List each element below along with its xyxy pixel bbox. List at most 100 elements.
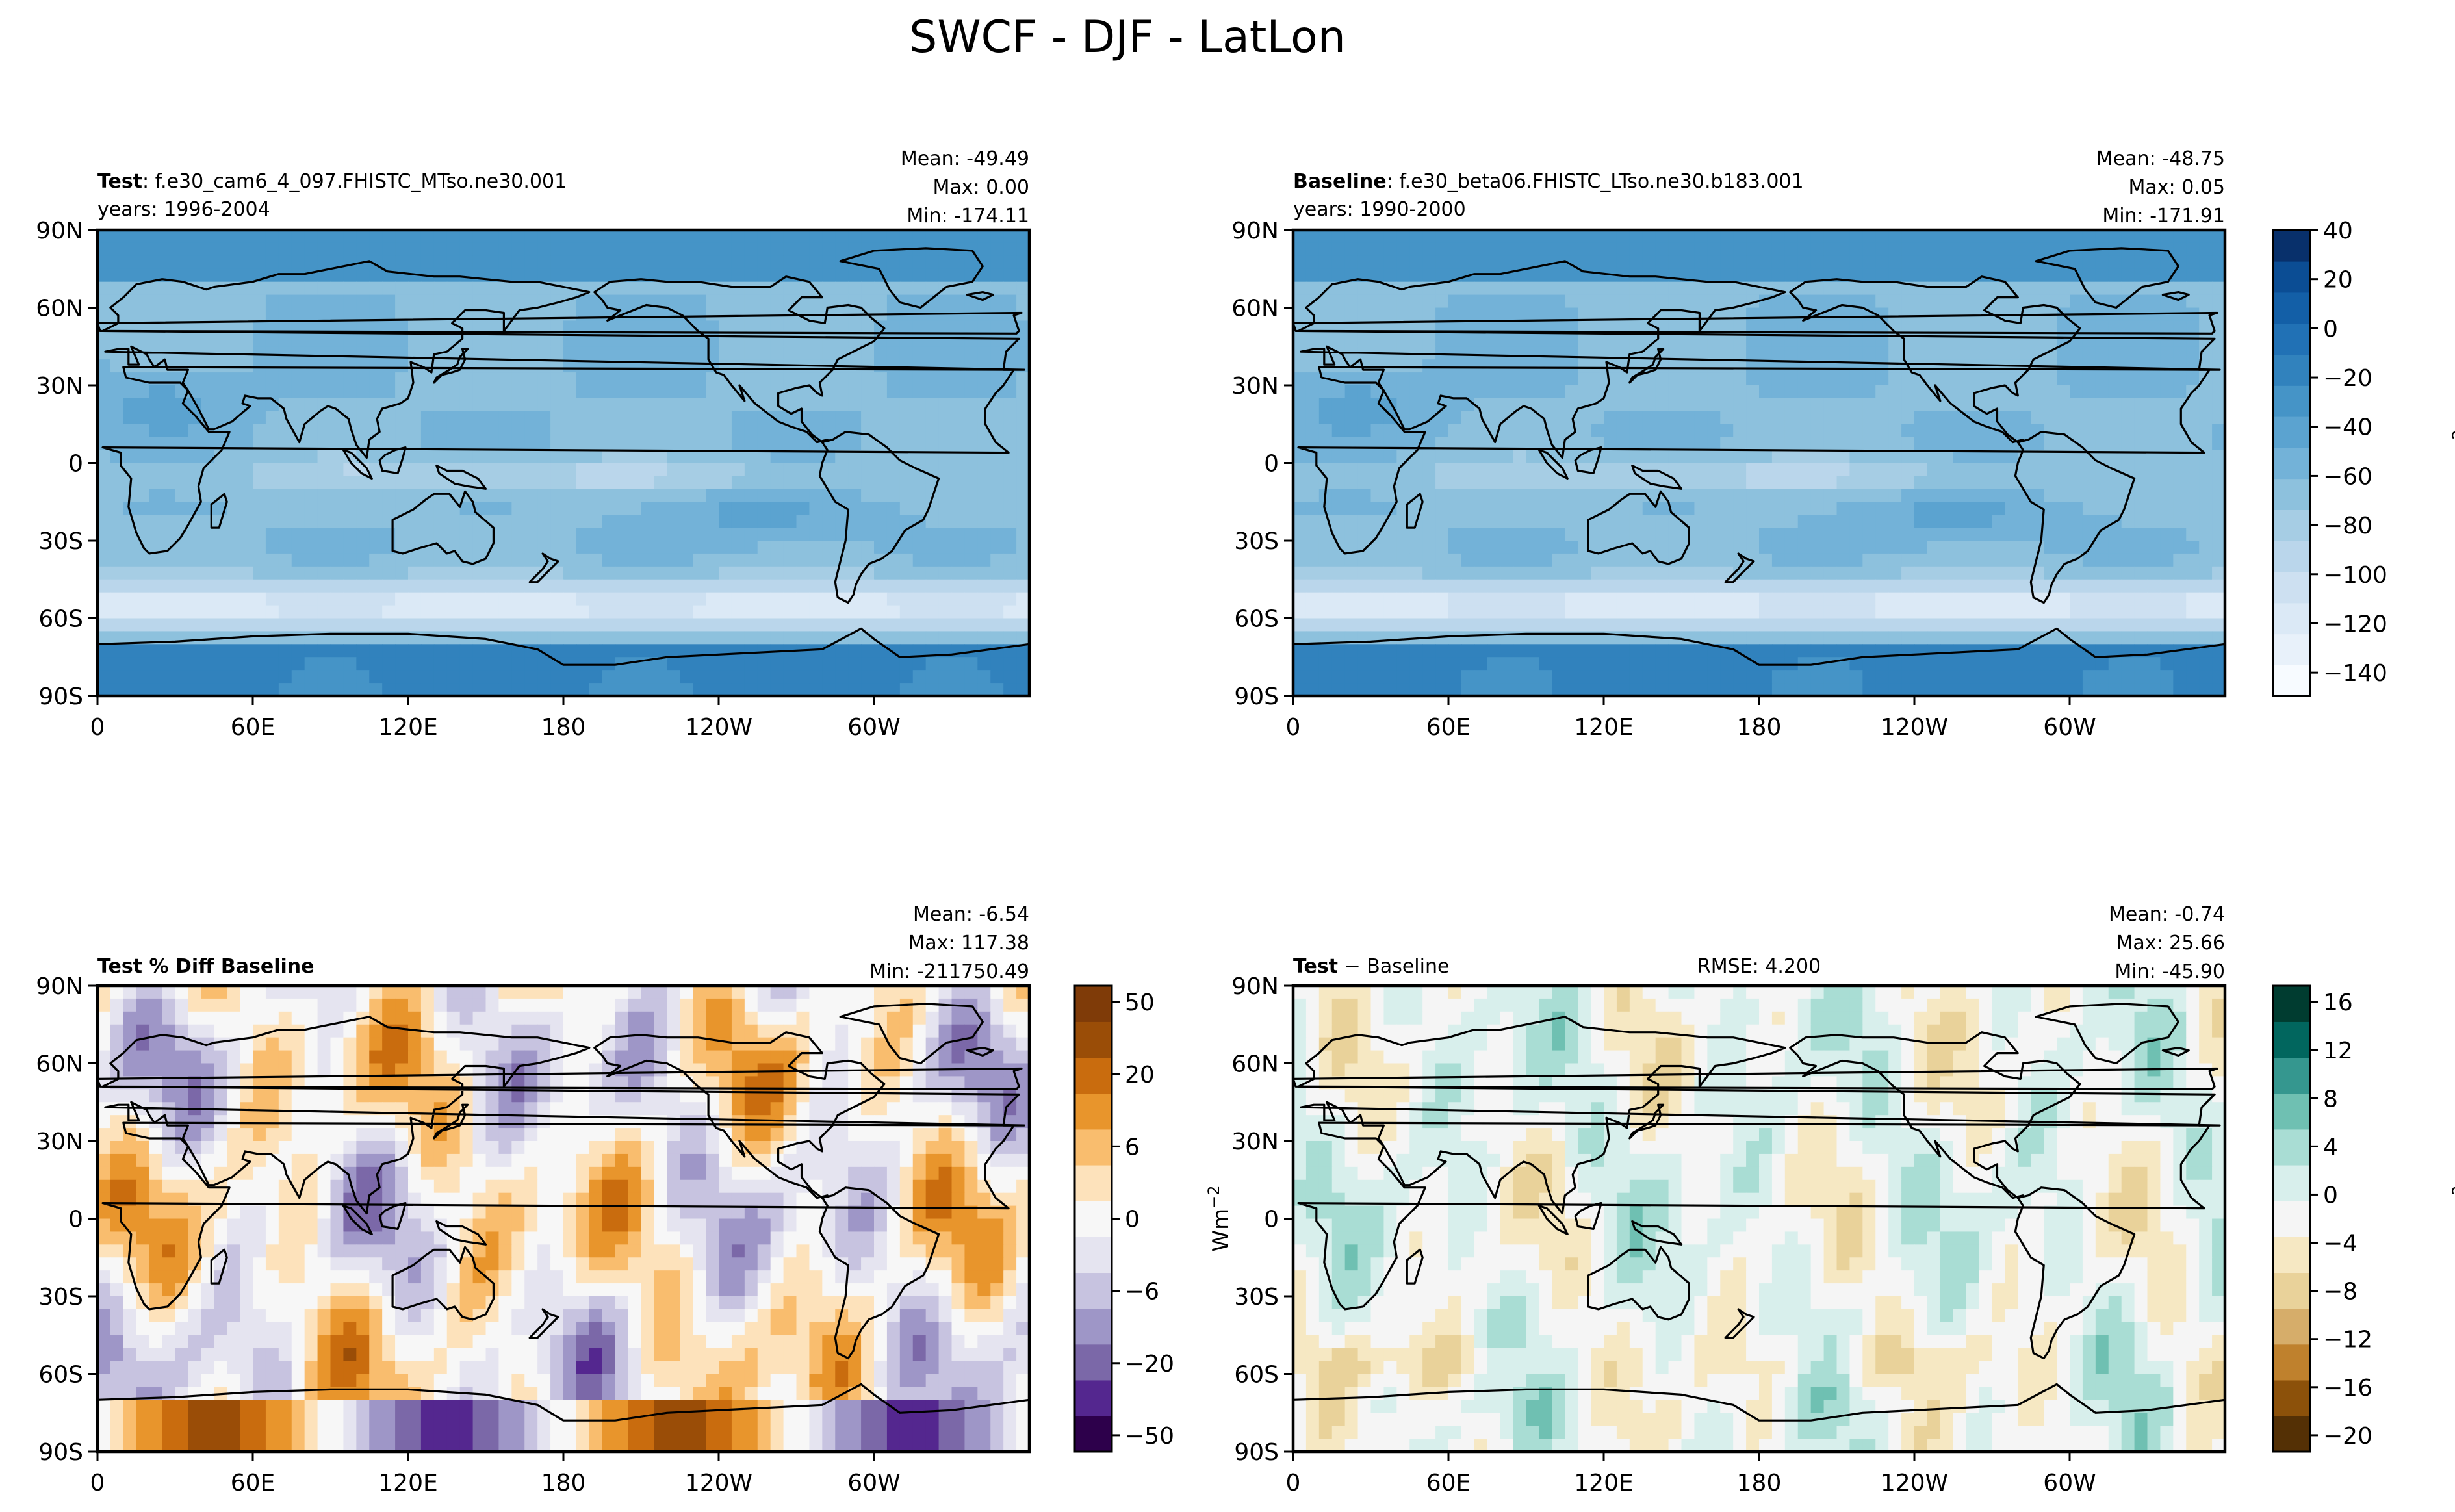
field-cell — [1784, 566, 1799, 580]
field-cell — [1888, 281, 1902, 296]
field-cell — [1849, 489, 1863, 502]
field-cell — [1823, 346, 1838, 360]
field-cell — [1513, 255, 1527, 270]
field-cell — [951, 372, 966, 386]
field-cell — [848, 398, 862, 412]
field-cell — [550, 411, 564, 425]
field-cell — [744, 230, 758, 244]
field-cell — [1823, 255, 1838, 270]
field-cell — [1979, 566, 1993, 580]
field-cell — [97, 553, 111, 567]
field-cell — [1875, 281, 1889, 296]
field-cell — [537, 683, 551, 696]
field-cell — [2057, 605, 2070, 619]
field-cell — [2108, 579, 2122, 593]
field-cell — [1875, 566, 1889, 580]
field-cell — [925, 437, 940, 451]
field-cell — [2070, 502, 2083, 515]
field-cell — [1862, 489, 1876, 502]
field-cell — [874, 515, 888, 528]
field-cell — [420, 320, 435, 334]
field-cell — [2212, 333, 2225, 347]
field-cell — [1940, 242, 1954, 257]
field-cell — [938, 346, 953, 360]
field-cell — [2134, 230, 2148, 244]
field-cell — [835, 670, 849, 684]
field-cell — [1448, 579, 1462, 593]
field-cell — [253, 566, 266, 580]
field-cell — [744, 515, 758, 528]
field-cell — [291, 398, 305, 412]
field-cell — [1940, 502, 1954, 515]
field-cell — [861, 476, 875, 489]
field-cell — [1642, 463, 1656, 477]
field-cell — [1888, 631, 1902, 645]
field-cell — [1474, 255, 1488, 270]
field-cell — [408, 411, 422, 425]
field-cell — [1293, 592, 1307, 606]
field-cell — [511, 631, 525, 645]
field-cell — [1448, 255, 1462, 270]
field-cell — [1016, 541, 1029, 554]
field-cell — [1694, 579, 1708, 593]
field-cell — [1409, 359, 1423, 373]
field-cell — [214, 411, 227, 425]
field-cell — [938, 333, 953, 347]
field-cell — [149, 489, 163, 502]
y-tick-label: 60S — [38, 606, 83, 633]
field-cell — [731, 411, 745, 425]
field-cell — [1733, 605, 1747, 619]
field-cell — [589, 489, 603, 502]
field-cell — [1435, 528, 1449, 541]
field-cell — [964, 230, 978, 244]
field-cell — [1344, 242, 1359, 257]
field-cell — [2082, 268, 2096, 283]
field-cell — [2044, 541, 2057, 554]
field-cell — [899, 450, 914, 464]
field-cell — [136, 566, 150, 580]
field-cell — [2134, 294, 2148, 309]
field-cell — [628, 424, 642, 438]
field-cell — [1927, 359, 1941, 373]
field-cell — [2173, 502, 2187, 515]
field-cell — [1862, 281, 1876, 296]
field-cell — [1784, 372, 1799, 386]
field-cell — [654, 579, 667, 593]
field-cell — [1836, 515, 1851, 528]
field-cell — [149, 592, 163, 606]
field-cell — [796, 566, 810, 580]
field-cell — [253, 346, 266, 360]
field-cell — [1487, 230, 1501, 244]
field-cell — [1396, 541, 1410, 554]
field-cell — [1409, 605, 1423, 619]
field-cell — [912, 385, 927, 399]
field-cell — [1642, 281, 1656, 296]
field-cell — [615, 255, 629, 270]
field-cell — [1539, 372, 1552, 386]
field-cell — [977, 346, 991, 360]
field-cell — [1784, 618, 1799, 632]
field-cell — [1784, 346, 1799, 360]
field-cell — [369, 566, 383, 580]
field-cell — [1526, 541, 1540, 554]
field-cell — [744, 307, 758, 322]
field-cell — [265, 255, 279, 270]
field-cell — [1759, 268, 1773, 283]
field-cell — [330, 424, 344, 438]
field-cell — [1526, 579, 1540, 593]
field-cell — [537, 346, 551, 360]
field-cell — [1875, 631, 1889, 645]
field-cell — [1681, 489, 1695, 502]
field-cell — [1629, 385, 1643, 399]
field-cell — [2147, 372, 2161, 386]
field-cell — [395, 592, 409, 606]
field-cell — [1966, 631, 1980, 645]
field-cell — [2212, 631, 2225, 645]
field-cell — [977, 307, 991, 322]
field-cell — [977, 631, 991, 645]
field-cell — [1016, 579, 1029, 593]
field-cell — [1746, 566, 1760, 580]
field-cell — [253, 502, 266, 515]
field-cell — [822, 553, 836, 567]
field-cell — [899, 359, 914, 373]
